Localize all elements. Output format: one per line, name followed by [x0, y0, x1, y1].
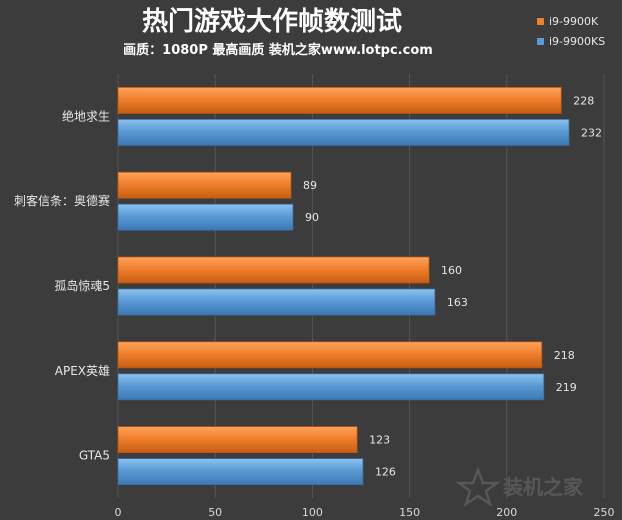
bar-i9-9900k: [117, 256, 430, 284]
category-label: 绝地求生: [62, 108, 110, 123]
x-tick-label: 250: [594, 506, 615, 519]
bar-i9-9900k: [117, 426, 358, 454]
legend-swatch: [537, 38, 544, 45]
legend-swatch: [537, 18, 544, 25]
legend: i9-9900K i9-9900KS: [537, 15, 605, 48]
bar-i9-9900ks: [117, 288, 436, 316]
category-label: 孤岛惊魂5: [54, 278, 110, 293]
bar-i9-9900k: [117, 87, 562, 114]
watermark-text: 装机之家: [502, 475, 584, 499]
x-tick-label: 100: [302, 506, 323, 519]
data-label: 218: [554, 349, 575, 362]
x-tick-label: 200: [496, 506, 517, 519]
data-label: 163: [447, 296, 468, 309]
category-label: GTA5: [79, 449, 110, 463]
x-axis-ticks: 0 50 100 150 200 250: [115, 506, 615, 519]
category-label: APEX英雄: [55, 363, 110, 378]
x-tick-label: 0: [115, 506, 122, 519]
bar-i9-9900ks: [117, 373, 545, 401]
legend-label: i9-9900KS: [549, 35, 605, 48]
category-label: 刺客信条：奥德赛: [14, 193, 110, 208]
chart-subtitle: 画质：1080P 最高画质 装机之家www.lotpc.com: [123, 42, 433, 58]
data-label: 219: [556, 381, 577, 394]
watermark: 装机之家: [455, 466, 584, 507]
bar-i9-9900k: [117, 341, 543, 369]
bar-i9-9900ks: [117, 458, 364, 486]
bar-i9-9900ks: [117, 203, 294, 231]
x-tick-label: 50: [208, 506, 222, 519]
data-label: 89: [303, 179, 317, 192]
x-tick-label: 150: [399, 506, 420, 519]
data-label: 90: [305, 211, 319, 224]
data-label: 232: [581, 126, 602, 139]
bar-i9-9900ks: [117, 119, 570, 146]
legend-label: i9-9900K: [549, 15, 599, 28]
star-logo-icon: [455, 466, 501, 507]
data-label: 123: [369, 434, 390, 447]
bar-i9-9900k: [117, 171, 292, 199]
data-label: 228: [573, 94, 594, 107]
bars: 228 232 89 90 160 163 218 219 123 126: [117, 87, 602, 486]
data-label: 160: [441, 264, 462, 277]
chart-title: 热门游戏大作帧数测试: [142, 7, 402, 37]
data-label: 126: [375, 466, 396, 479]
